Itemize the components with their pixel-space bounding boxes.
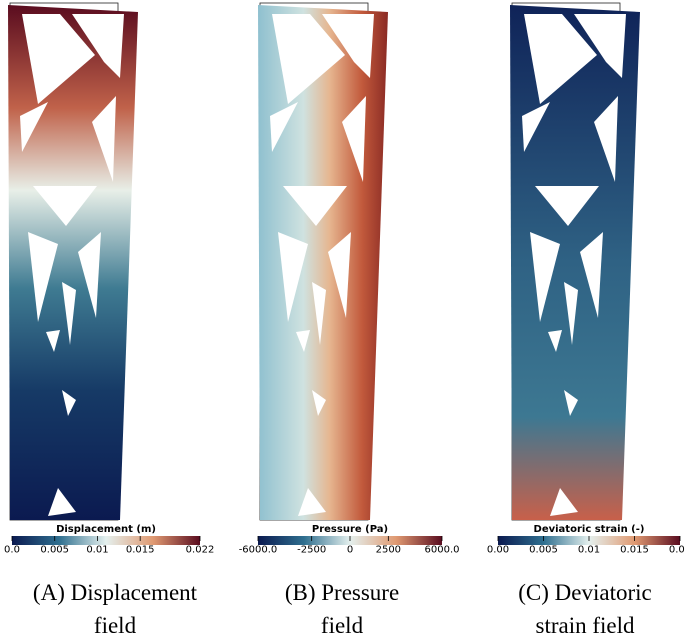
panel [510, 2, 640, 521]
tick-label: 2500 [376, 544, 401, 555]
hole [530, 232, 560, 322]
colorbar-title: Deviatoric strain (-) [534, 524, 645, 535]
tick-label: 0 [347, 544, 353, 555]
tick-label: 0.015 [126, 544, 155, 555]
hole [278, 232, 308, 322]
hole [548, 330, 562, 352]
colorbar-title: Pressure (Pa) [312, 524, 388, 535]
colorbar-title: Displacement (m) [56, 524, 156, 535]
hole [550, 488, 578, 516]
caption: (A) Displacement [33, 580, 198, 605]
hole [296, 330, 310, 352]
caption: (C) Deviatoric [518, 580, 651, 605]
hole [328, 232, 351, 318]
hole [92, 96, 116, 182]
caption: field [94, 613, 137, 633]
hole [312, 390, 326, 416]
hole [535, 186, 599, 226]
structure [510, 5, 640, 520]
tick-label: -6000.0 [239, 544, 278, 555]
hole [283, 186, 347, 226]
hole [72, 14, 124, 78]
hole [28, 232, 58, 322]
hole [272, 14, 345, 104]
tick-label: 0.005 [40, 544, 69, 555]
hole [342, 96, 366, 182]
hole [62, 282, 76, 345]
tick-label: 0.02 [669, 544, 685, 555]
tick-label: 0.00 [487, 544, 509, 555]
hole [298, 488, 326, 516]
tick-label: 0.005 [529, 544, 558, 555]
hole [322, 14, 374, 78]
tick-label: 0.0 [4, 544, 20, 555]
hole [62, 390, 76, 416]
hole [46, 330, 60, 352]
tick-label: 6000.0 [425, 544, 460, 555]
tick-label: 0.022 [186, 544, 215, 555]
panel [8, 2, 138, 521]
panel [258, 2, 388, 521]
hole [48, 488, 76, 516]
hole [564, 390, 578, 416]
colorbar [12, 536, 200, 545]
hole [524, 14, 597, 104]
hole [20, 102, 48, 152]
structure [258, 5, 388, 520]
hole [22, 14, 95, 104]
tick-label: -2500 [297, 544, 326, 555]
hole [594, 96, 618, 182]
hole [312, 282, 326, 345]
hole [78, 232, 101, 318]
hole [522, 102, 550, 152]
tick-label: 0.01 [578, 544, 600, 555]
hole [580, 232, 603, 318]
hole [270, 102, 298, 152]
caption: field [321, 613, 364, 633]
structure [8, 5, 138, 520]
hole [574, 14, 626, 78]
tick-label: 0.015 [620, 544, 649, 555]
tick-label: 0.01 [86, 544, 108, 555]
caption: strain field [536, 613, 635, 633]
hole [33, 186, 97, 226]
caption: (B) Pressure [285, 580, 399, 605]
hole [564, 282, 578, 345]
